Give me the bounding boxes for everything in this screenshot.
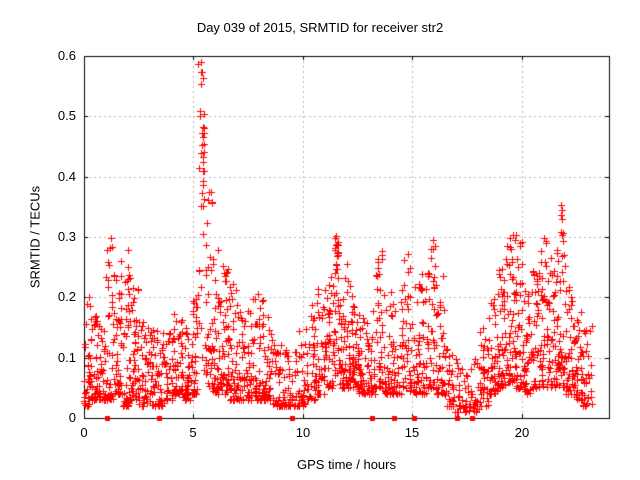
y-tick-label: 0 (68, 410, 76, 425)
y-tick-label: 0.2 (57, 289, 76, 304)
x-tick-label: 20 (514, 425, 530, 440)
y-tick-label: 0.3 (57, 229, 76, 244)
x-tick-label: 0 (80, 425, 88, 440)
y-tick-label: 0.6 (57, 48, 76, 63)
x-tick-label: 10 (295, 425, 311, 440)
x-axis-label: GPS time / hours (297, 457, 396, 472)
y-tick-label: 0.4 (57, 169, 76, 184)
x-tick-label: 15 (404, 425, 420, 440)
y-tick-label: 0.5 (57, 108, 76, 123)
y-tick-label: 0.1 (57, 350, 76, 365)
x-tick-label: 5 (189, 425, 197, 440)
chart-title: Day 039 of 2015, SRMTID for receiver str… (196, 20, 444, 35)
